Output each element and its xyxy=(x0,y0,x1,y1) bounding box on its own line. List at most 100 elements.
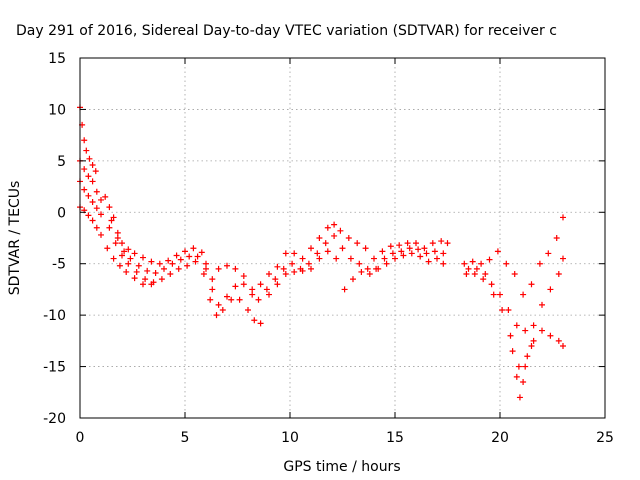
data-point xyxy=(232,283,239,290)
data-point xyxy=(333,255,340,262)
data-point xyxy=(555,337,562,344)
data-point xyxy=(125,260,132,267)
data-point xyxy=(337,227,344,234)
data-point xyxy=(490,291,497,298)
data-point xyxy=(148,258,155,265)
data-point xyxy=(486,256,493,263)
data-point xyxy=(524,353,531,360)
x-tick-label: 20 xyxy=(491,430,509,446)
data-point xyxy=(539,301,545,308)
data-point xyxy=(516,394,523,401)
data-point xyxy=(389,250,396,257)
data-point xyxy=(308,265,314,272)
data-point xyxy=(316,235,323,241)
series-1 xyxy=(77,104,566,298)
data-point xyxy=(173,252,180,259)
data-point xyxy=(89,199,96,205)
data-point xyxy=(209,276,216,283)
data-point xyxy=(98,231,104,238)
data-point xyxy=(347,255,354,262)
data-point xyxy=(379,248,386,255)
data-point xyxy=(144,267,151,274)
data-point xyxy=(116,262,123,269)
y-tick-label: 15 xyxy=(48,51,66,67)
data-point xyxy=(86,155,93,162)
data-point xyxy=(299,255,306,262)
data-point xyxy=(421,245,428,252)
data-point xyxy=(114,229,121,236)
data-point xyxy=(511,271,518,277)
data-point xyxy=(198,249,205,256)
data-point xyxy=(93,224,100,231)
data-point xyxy=(356,260,363,267)
data-point xyxy=(251,317,258,324)
grid xyxy=(80,58,605,418)
data-point xyxy=(530,322,537,329)
y-tick-label: -15 xyxy=(43,360,66,376)
data-point xyxy=(85,192,92,199)
data-point xyxy=(425,258,432,265)
data-point xyxy=(249,286,256,293)
x-tick-label: 15 xyxy=(386,430,404,446)
data-points xyxy=(77,104,566,401)
data-point xyxy=(417,253,424,260)
data-point xyxy=(471,271,478,277)
data-point xyxy=(469,258,476,265)
data-point xyxy=(142,276,149,283)
data-point xyxy=(522,363,529,370)
data-point xyxy=(85,173,92,180)
data-point xyxy=(92,168,99,175)
data-point xyxy=(274,281,281,288)
data-point xyxy=(119,240,125,247)
data-point xyxy=(291,250,298,257)
data-point xyxy=(131,250,138,257)
data-point xyxy=(207,296,214,303)
data-point xyxy=(465,265,472,272)
data-point xyxy=(93,188,100,195)
data-point xyxy=(81,137,88,144)
data-point xyxy=(308,245,314,252)
data-point xyxy=(341,286,348,293)
data-point xyxy=(123,268,130,275)
data-point xyxy=(257,320,264,327)
y-tick-label: -10 xyxy=(43,308,66,324)
chart-title: Day 291 of 2016, Sidereal Day-to-day VTE… xyxy=(16,23,557,39)
series-4 xyxy=(77,204,535,401)
data-point xyxy=(192,258,199,265)
data-point xyxy=(528,281,535,288)
data-point xyxy=(280,265,287,272)
data-point xyxy=(358,268,365,275)
data-point xyxy=(182,248,188,255)
data-point xyxy=(364,265,371,272)
data-point xyxy=(169,260,176,267)
data-point xyxy=(215,265,222,272)
data-point xyxy=(190,245,197,252)
data-point xyxy=(175,265,182,272)
data-point xyxy=(81,186,88,193)
data-point xyxy=(114,235,121,241)
data-point xyxy=(203,265,209,272)
data-point xyxy=(110,255,117,262)
data-point xyxy=(106,224,113,231)
data-point xyxy=(299,267,306,274)
data-point xyxy=(249,291,256,298)
data-point xyxy=(93,205,100,212)
data-point xyxy=(461,260,468,267)
data-point xyxy=(536,260,543,267)
data-point xyxy=(200,271,207,277)
data-point xyxy=(509,348,516,355)
data-point xyxy=(331,232,338,239)
data-point xyxy=(125,246,132,253)
data-point xyxy=(499,307,506,313)
data-point xyxy=(473,265,480,272)
data-point xyxy=(240,281,247,288)
data-point xyxy=(127,255,134,262)
y-axis-label: SDTVAR / TECUs xyxy=(7,181,23,296)
x-tick-label: 10 xyxy=(281,430,299,446)
data-point xyxy=(555,271,562,277)
data-point xyxy=(392,255,398,262)
data-point xyxy=(413,240,419,247)
data-point xyxy=(167,271,174,277)
data-point xyxy=(186,253,193,260)
